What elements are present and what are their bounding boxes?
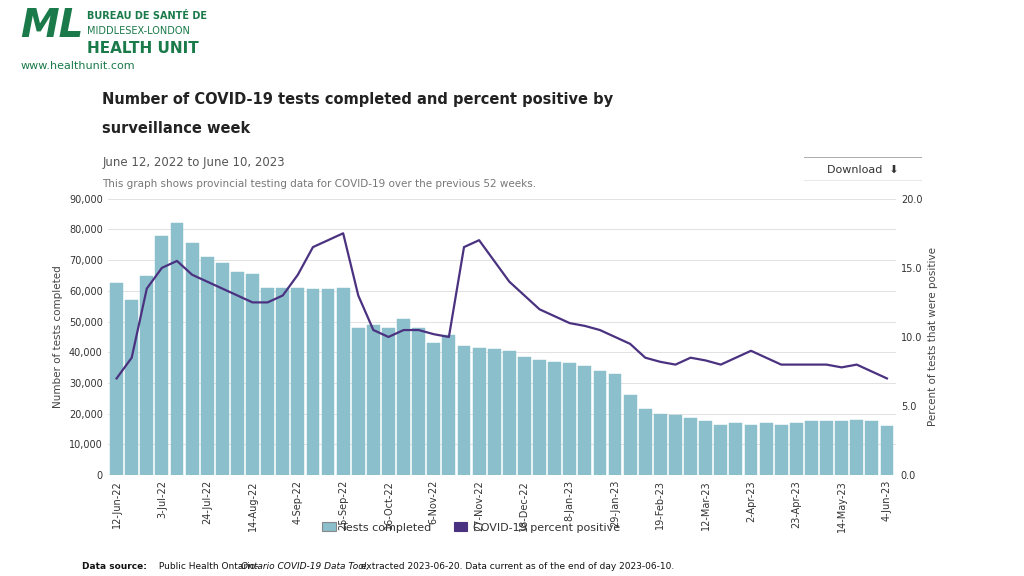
Bar xyxy=(608,374,622,475)
Text: This graph shows provincial testing data for COVID-19 over the previous 52 weeks: This graph shows provincial testing data… xyxy=(102,179,537,188)
Bar xyxy=(171,223,183,475)
Bar xyxy=(458,346,470,475)
FancyBboxPatch shape xyxy=(801,157,925,181)
Text: BUREAU DE SANTÉ DE: BUREAU DE SANTÉ DE xyxy=(87,12,207,21)
Text: June 12, 2022 to June 10, 2023: June 12, 2022 to June 10, 2023 xyxy=(102,156,285,169)
Bar xyxy=(156,236,168,475)
Bar xyxy=(337,288,349,475)
Bar xyxy=(306,289,319,475)
Text: Number of COVID-19 tests completed and percent positive by: Number of COVID-19 tests completed and p… xyxy=(102,92,613,107)
Bar xyxy=(111,283,123,475)
Bar xyxy=(624,395,637,475)
Text: Download  ⬇: Download ⬇ xyxy=(826,164,899,175)
Bar xyxy=(820,422,833,475)
Bar xyxy=(397,319,410,475)
Bar xyxy=(760,423,772,475)
Text: surveillance week: surveillance week xyxy=(102,121,251,136)
Bar xyxy=(684,418,697,475)
Bar xyxy=(715,425,727,475)
Legend: Tests completed, COVID-19 percent positive: Tests completed, COVID-19 percent positi… xyxy=(319,519,623,536)
Bar xyxy=(246,274,259,475)
Bar xyxy=(487,349,501,475)
Bar xyxy=(548,362,561,475)
Bar xyxy=(518,357,530,475)
Y-axis label: Percent of tests that were positive: Percent of tests that were positive xyxy=(928,248,938,426)
Bar xyxy=(413,328,425,475)
Bar xyxy=(367,325,380,475)
Bar xyxy=(594,371,606,475)
Bar xyxy=(836,422,848,475)
Bar xyxy=(125,300,138,475)
Text: MIDDLESEX-LONDON: MIDDLESEX-LONDON xyxy=(87,26,189,36)
Bar xyxy=(442,335,456,475)
Y-axis label: Number of tests completed: Number of tests completed xyxy=(53,266,63,408)
Text: Ontario COVID-19 Data Tool,: Ontario COVID-19 Data Tool, xyxy=(241,562,369,571)
Text: HEALTH UNIT: HEALTH UNIT xyxy=(87,41,199,56)
Bar xyxy=(563,363,577,475)
Text: Public Health Ontario-: Public Health Ontario- xyxy=(156,562,261,571)
Bar xyxy=(185,243,199,475)
Bar xyxy=(639,409,651,475)
Bar xyxy=(881,426,893,475)
Bar xyxy=(669,415,682,475)
Bar xyxy=(790,423,803,475)
Bar xyxy=(579,366,591,475)
Text: extracted 2023-06-20. Data current as of the end of day 2023-06-10.: extracted 2023-06-20. Data current as of… xyxy=(358,562,680,571)
Bar xyxy=(654,414,667,475)
Bar xyxy=(382,328,395,475)
Bar xyxy=(503,351,516,475)
Bar xyxy=(140,275,154,475)
Bar xyxy=(744,425,758,475)
Bar xyxy=(729,423,742,475)
Text: Data source:: Data source: xyxy=(82,562,146,571)
Bar xyxy=(534,360,546,475)
Bar xyxy=(216,263,228,475)
Bar xyxy=(201,257,214,475)
Bar xyxy=(699,422,712,475)
Bar xyxy=(231,272,244,475)
Bar xyxy=(775,425,787,475)
Bar xyxy=(352,328,365,475)
Text: www.healthunit.com: www.healthunit.com xyxy=(20,61,135,71)
Bar xyxy=(261,288,274,475)
Bar xyxy=(805,422,818,475)
Text: ML: ML xyxy=(20,7,84,45)
Bar xyxy=(322,289,335,475)
Bar xyxy=(292,288,304,475)
Bar xyxy=(473,348,485,475)
Bar xyxy=(865,422,879,475)
Bar xyxy=(427,343,440,475)
Bar xyxy=(276,288,289,475)
Bar xyxy=(850,420,863,475)
